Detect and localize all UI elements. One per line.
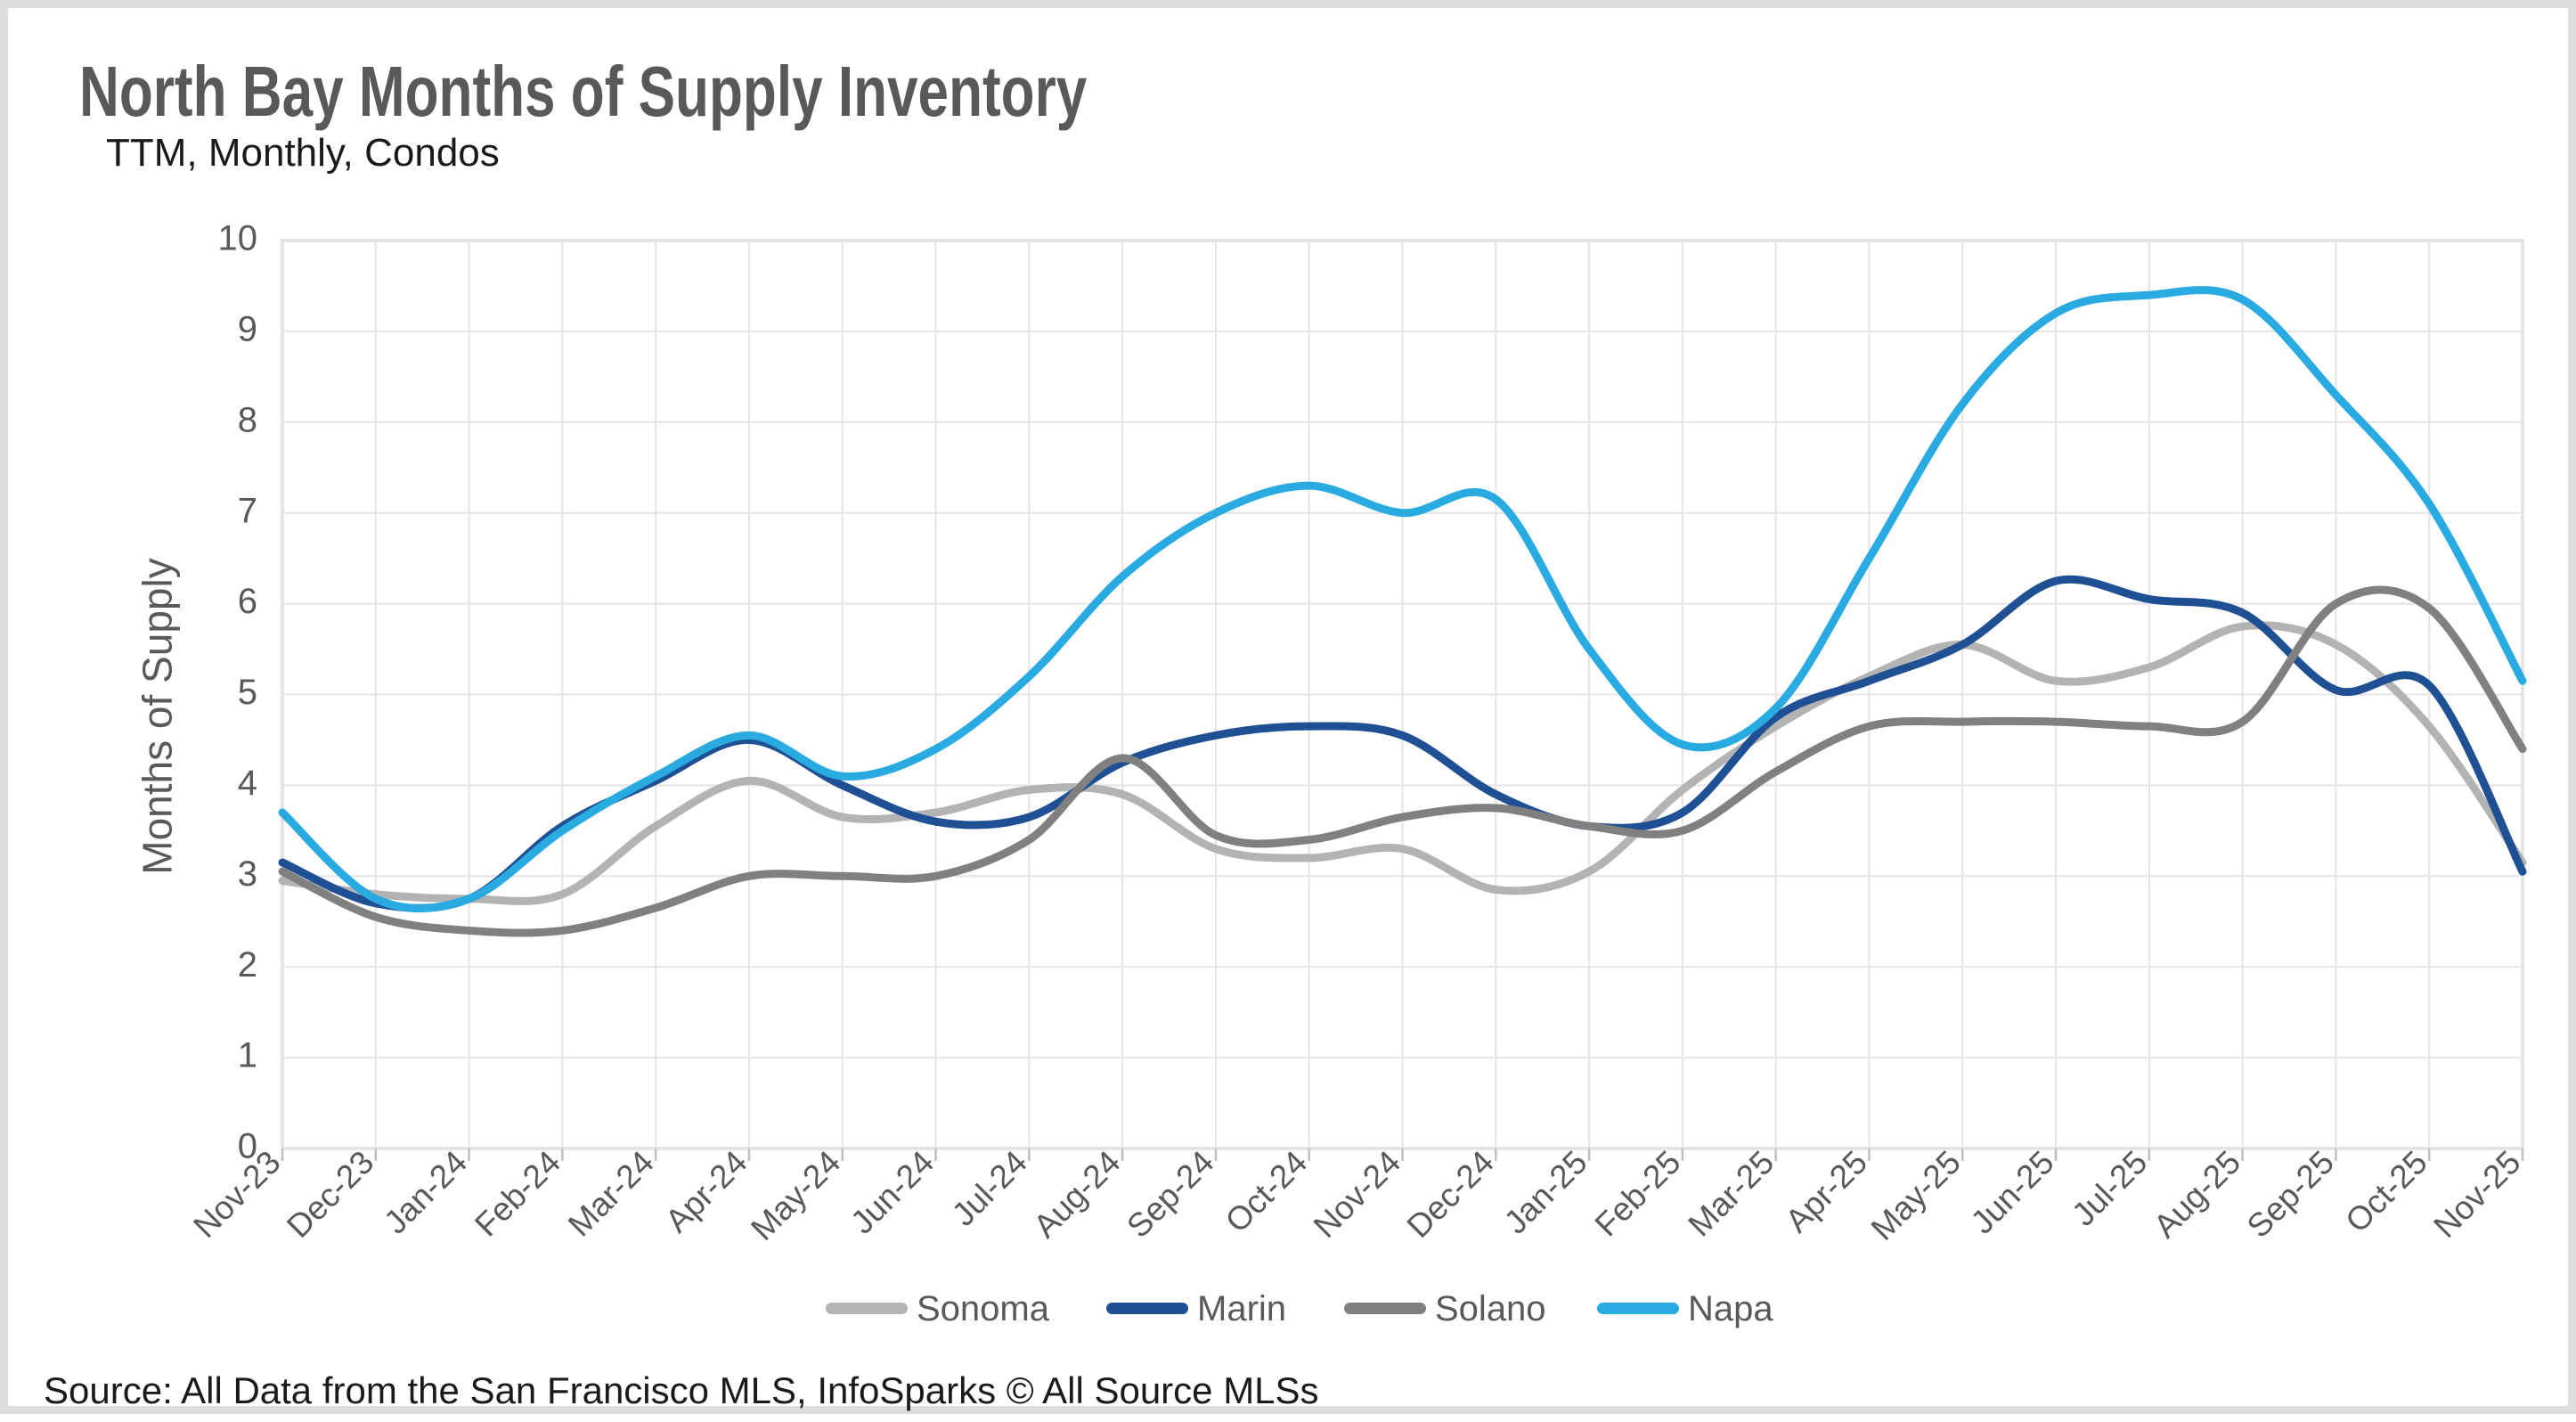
svg-text:Feb-24: Feb-24 — [468, 1144, 567, 1244]
svg-text:10: 10 — [218, 219, 258, 258]
svg-text:Jun-25: Jun-25 — [1964, 1144, 2061, 1241]
svg-text:Oct-25: Oct-25 — [2338, 1144, 2434, 1240]
svg-text:Sep-24: Sep-24 — [1120, 1144, 1220, 1245]
svg-text:9: 9 — [238, 309, 257, 348]
svg-text:7: 7 — [238, 491, 257, 530]
svg-text:Jul-25: Jul-25 — [2065, 1144, 2154, 1233]
svg-text:Mar-25: Mar-25 — [1681, 1144, 1781, 1244]
svg-text:May-24: May-24 — [744, 1144, 847, 1247]
svg-text:Nov-24: Nov-24 — [1307, 1144, 1407, 1245]
svg-text:6: 6 — [238, 582, 257, 621]
svg-text:Jun-24: Jun-24 — [844, 1144, 941, 1241]
svg-text:Aug-24: Aug-24 — [1026, 1144, 1127, 1245]
svg-text:Apr-25: Apr-25 — [1779, 1144, 1875, 1240]
svg-text:Dec-24: Dec-24 — [1400, 1144, 1501, 1245]
svg-text:Oct-24: Oct-24 — [1219, 1144, 1315, 1240]
svg-text:Jan-25: Jan-25 — [1497, 1144, 1594, 1241]
svg-text:Apr-24: Apr-24 — [658, 1144, 754, 1240]
svg-text:Dec-23: Dec-23 — [280, 1144, 380, 1245]
svg-text:Jul-24: Jul-24 — [945, 1144, 1034, 1233]
svg-text:Nov-25: Nov-25 — [2426, 1144, 2527, 1245]
svg-text:2: 2 — [238, 945, 257, 985]
svg-text:May-25: May-25 — [1864, 1144, 1968, 1247]
svg-text:Jan-24: Jan-24 — [377, 1144, 474, 1241]
svg-text:8: 8 — [238, 400, 257, 439]
svg-text:1: 1 — [238, 1036, 257, 1075]
svg-text:4: 4 — [238, 764, 257, 803]
svg-text:Aug-25: Aug-25 — [2147, 1144, 2247, 1245]
svg-text:5: 5 — [238, 673, 257, 712]
svg-text:Mar-24: Mar-24 — [561, 1144, 661, 1244]
svg-text:Feb-25: Feb-25 — [1588, 1144, 1688, 1244]
svg-text:3: 3 — [238, 854, 257, 894]
svg-text:Sep-25: Sep-25 — [2240, 1144, 2341, 1245]
